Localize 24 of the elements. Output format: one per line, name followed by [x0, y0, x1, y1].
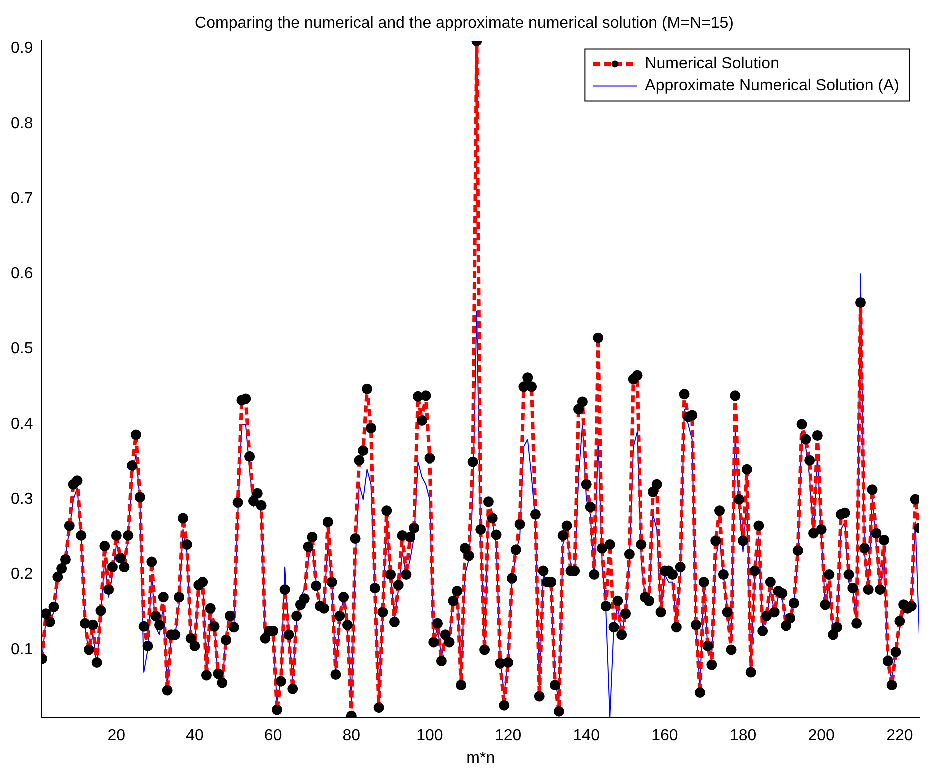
x-tick-label: 180 [730, 728, 757, 745]
y-tick-label: 0.8 [10, 115, 34, 132]
x-tick-label: 120 [494, 728, 522, 745]
x-tick-label: 40 [186, 728, 204, 745]
x-tick-label: 140 [573, 728, 600, 745]
y-tick-label: 0.2 [10, 566, 34, 584]
y-tick-label: 0.9 [10, 40, 34, 58]
legend-label: Approximate Numerical Solution (A) [645, 78, 900, 95]
y-tick-label: 0.6 [10, 266, 34, 283]
y-tick-label: 0.4 [10, 416, 34, 433]
chart-title: Comparing the numerical and the approximate numerical solution (M=N=15) [195, 15, 734, 32]
x-tick-label: 200 [808, 728, 836, 745]
y-tick-label: 0.7 [10, 190, 34, 208]
x-tick-label: 160 [652, 728, 678, 745]
x-tick-label: 220 [886, 728, 914, 745]
x-tick-label: 100 [416, 728, 444, 745]
y-tick-label: 0.1 [10, 641, 34, 658]
y-tick-label: 0.3 [10, 491, 34, 508]
x-tick-label: 60 [264, 728, 282, 745]
y-tick-label: 0.5 [10, 340, 34, 358]
x-axis-title: m*n [466, 750, 496, 767]
x-tick-label: 20 [108, 728, 126, 745]
legend-label: Numerical Solution [645, 56, 780, 73]
x-tick-label: 80 [342, 728, 361, 745]
